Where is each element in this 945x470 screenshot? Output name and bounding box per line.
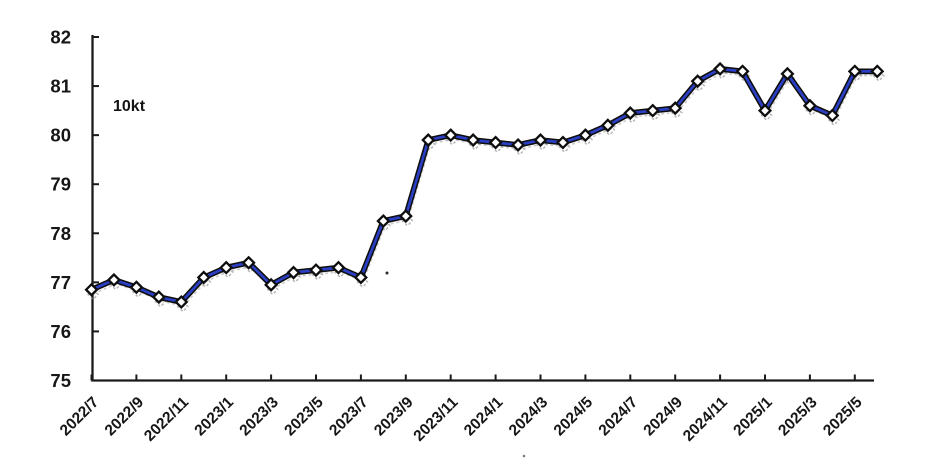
data-point-marker	[668, 101, 683, 116]
data-point-marker	[511, 137, 526, 152]
data-point-marker	[129, 280, 144, 295]
data-point-marker	[600, 118, 615, 133]
x-tick-label: 2023/3	[236, 394, 282, 440]
data-point-marker	[645, 103, 660, 118]
unit-label: 10kt	[113, 98, 146, 115]
data-point-marker	[331, 260, 346, 275]
x-tick-label: 2024/7	[596, 394, 642, 440]
x-tick-label: 2023/7	[326, 394, 372, 440]
data-point-marker	[421, 133, 436, 148]
data-point-marker	[623, 106, 638, 121]
data-point-marker	[353, 270, 368, 285]
x-tick-label: 2023/5	[281, 394, 327, 440]
y-tick-label: 78	[50, 223, 71, 244]
x-tick-label: 2024/11	[680, 394, 731, 445]
y-tick-label: 75	[50, 370, 71, 391]
x-tick-label: 2023/11	[410, 394, 461, 445]
data-point-marker	[264, 277, 279, 292]
data-point-marker	[398, 209, 413, 224]
data-point-marker	[735, 64, 750, 79]
x-tick-label: 2022/7	[57, 394, 103, 440]
y-tick-label: 81	[50, 76, 71, 97]
x-tick-label: 2023/1	[191, 394, 237, 440]
y-tick-label: 76	[50, 321, 71, 342]
data-point-marker	[578, 128, 593, 143]
data-point-marker	[196, 270, 211, 285]
data-series-outline	[88, 66, 881, 305]
data-point-marker	[757, 103, 773, 118]
x-tick-label: 2022/11	[141, 394, 192, 445]
data-point-marker	[174, 294, 189, 310]
data-point-marker	[780, 66, 795, 81]
data-point-marker	[690, 74, 705, 89]
x-tick-label: 2024/5	[551, 394, 597, 440]
data-point-marker	[870, 64, 885, 79]
data-point-marker	[802, 98, 817, 113]
data-point-marker	[488, 135, 503, 150]
scan-speck	[385, 271, 389, 275]
x-tick-label: 2024/3	[506, 394, 552, 440]
data-point-marker	[219, 260, 234, 275]
data-point-marker	[308, 263, 324, 278]
data-point-marker	[151, 290, 166, 305]
data-point-marker	[84, 282, 99, 297]
data-point-marker	[555, 135, 570, 150]
data-point-marker	[241, 255, 256, 270]
data-point-marker	[713, 61, 728, 76]
y-tick-label: 79	[50, 174, 71, 195]
data-point-marker	[825, 108, 840, 123]
data-point-marker	[466, 133, 481, 148]
x-tick-label: 2024/1	[461, 394, 507, 440]
data-point-marker	[533, 133, 548, 148]
x-tick-label: 2025/3	[775, 394, 821, 440]
y-tick-label: 77	[50, 272, 71, 293]
data-point-marker	[443, 128, 458, 143]
y-tick-label: 80	[50, 125, 71, 146]
x-tick-label: 2025/1	[730, 394, 776, 440]
y-tick-label: 82	[50, 27, 71, 48]
data-point-marker	[847, 64, 862, 79]
data-point-marker	[376, 213, 391, 229]
data-point-marker	[286, 265, 301, 280]
scan-speck	[522, 454, 526, 458]
data-point-marker	[106, 272, 121, 287]
x-tick-label: 2025/5	[820, 394, 866, 440]
